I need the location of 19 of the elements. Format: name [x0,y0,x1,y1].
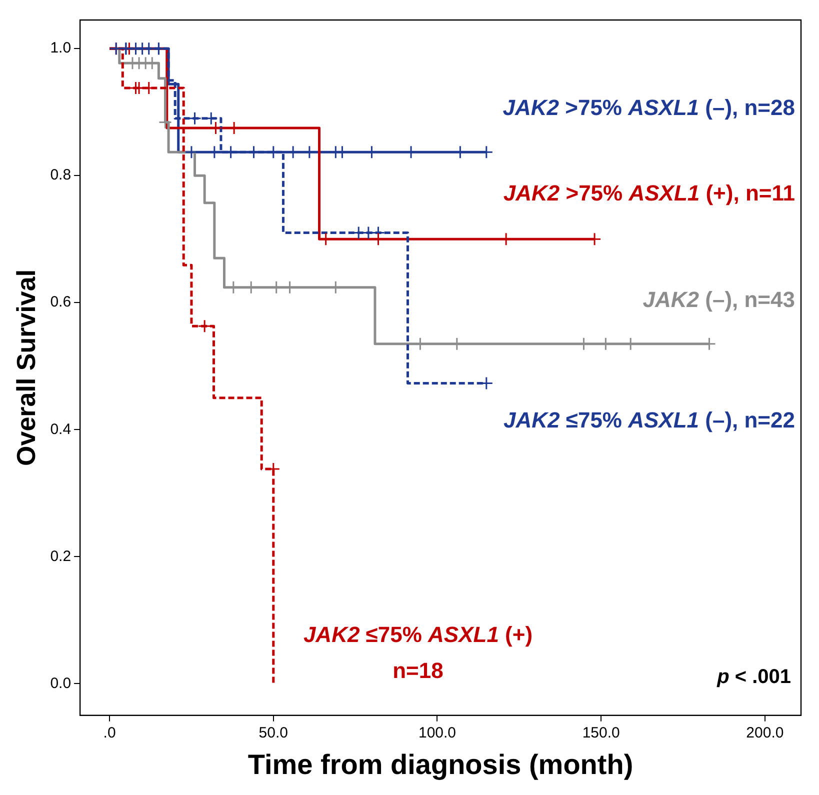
y-axis-title: Overall Survival [10,269,41,466]
y-tick-label: 0.4 [50,420,72,438]
series-label: JAK2 >75% ASXL1 (–), n=28 [502,94,796,120]
y-tick-label: 0.6 [50,294,72,311]
y-tick-label: 0.8 [50,166,72,184]
x-axis-title: Time from diagnosis (month) [248,748,634,780]
y-tick-label: 1.0 [50,40,72,57]
x-tick-label: 50.0 [258,724,288,742]
y-tick-label: 0.2 [50,548,72,565]
text: JAK2 ≤75% ASXL1 (+) n=18 [303,622,533,684]
x-tick-label: 200.0 [746,724,784,742]
series-label: JAK2 (–), n=43 [642,286,796,312]
y-tick-label: 0.0 [50,674,72,692]
x-tick-label: .0 [103,724,116,742]
x-tick-label: 150.0 [582,724,620,742]
series-label: JAK2 ≤75% ASXL1 (–), n=22 [504,407,796,432]
x-tick-label: 100.0 [418,724,456,742]
annotation: p < .001 [716,666,792,688]
series-label: JAK2 >75% ASXL1 (+), n=11 [503,180,796,206]
